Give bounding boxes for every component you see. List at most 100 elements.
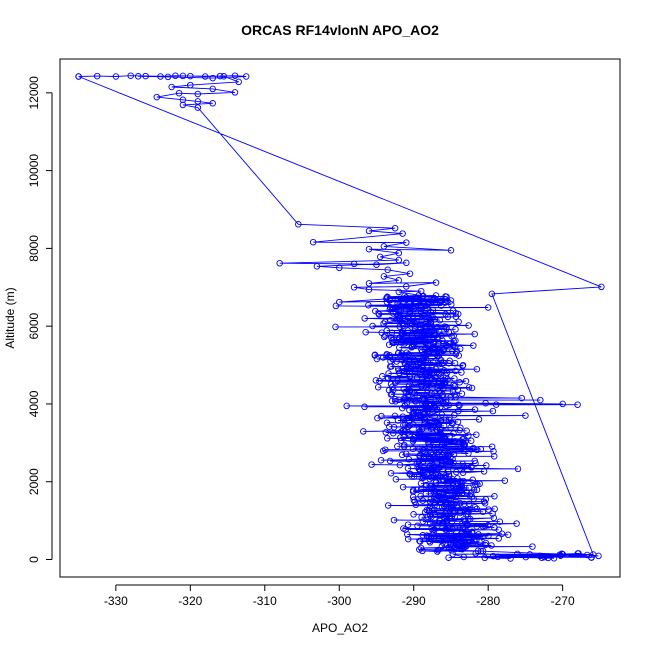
data-point <box>454 386 462 393</box>
data-point <box>455 401 462 409</box>
data-point <box>436 387 443 394</box>
data-point <box>443 369 451 377</box>
y-tick-label: 6000 <box>27 312 41 339</box>
series-line <box>78 75 602 559</box>
data-point <box>439 466 446 473</box>
data-point <box>456 489 463 496</box>
data-point <box>575 550 582 557</box>
data-point <box>470 495 477 503</box>
data-point <box>386 457 394 465</box>
data-point <box>415 361 422 368</box>
data-point <box>397 437 405 444</box>
data-point <box>373 261 380 268</box>
data-point <box>452 393 460 401</box>
data-point <box>428 295 435 303</box>
data-point <box>437 299 444 307</box>
data-point <box>434 323 441 331</box>
data-point <box>421 326 429 333</box>
data-point <box>424 301 432 308</box>
data-point <box>476 538 483 546</box>
chart-title: ORCAS RF14vlonN APO_AO2 <box>241 22 439 38</box>
data-point <box>453 490 460 497</box>
data-point <box>392 396 399 403</box>
data-point <box>429 527 436 534</box>
data-point <box>409 343 416 350</box>
data-point <box>423 470 431 478</box>
data-point <box>589 551 597 558</box>
data-point <box>431 377 439 385</box>
data-point <box>404 336 412 344</box>
data-point <box>559 400 566 408</box>
data-point <box>450 459 457 467</box>
data-point <box>391 412 399 420</box>
data-point <box>390 429 397 437</box>
data-point <box>179 72 187 80</box>
data-point <box>442 296 449 303</box>
data-point <box>381 318 389 326</box>
data-point <box>179 101 187 109</box>
data-point <box>472 550 479 557</box>
data-point <box>379 354 387 361</box>
data-point <box>451 375 458 382</box>
data-point <box>395 277 403 284</box>
data-point <box>412 365 419 373</box>
data-point <box>417 302 424 309</box>
data-point <box>522 412 529 419</box>
data-point <box>413 460 420 467</box>
data-point <box>482 541 489 549</box>
data-point <box>490 514 498 522</box>
data-point <box>220 73 228 80</box>
data-point <box>194 104 202 111</box>
data-point <box>447 438 454 446</box>
data-point <box>336 264 343 272</box>
data-point <box>439 398 447 406</box>
data-point <box>448 530 455 538</box>
data-point <box>427 495 435 503</box>
data-point <box>446 459 454 466</box>
data-point <box>481 522 489 530</box>
data-point <box>397 302 405 310</box>
data-point <box>495 526 503 534</box>
data-point <box>432 479 440 487</box>
data-point <box>350 260 358 268</box>
data-point <box>423 377 430 384</box>
data-point <box>429 306 437 314</box>
data-point <box>438 360 446 368</box>
data-point <box>369 322 376 330</box>
data-point <box>384 266 391 274</box>
data-point <box>482 399 489 407</box>
data-point <box>469 540 476 547</box>
data-point <box>365 245 373 253</box>
data-point <box>390 423 398 431</box>
data-point <box>398 428 405 435</box>
data-point <box>375 311 383 318</box>
data-point <box>459 460 466 468</box>
data-point <box>383 298 391 306</box>
data-point <box>413 330 421 338</box>
data-point <box>365 286 373 293</box>
data-point <box>439 391 447 399</box>
data-point <box>127 72 134 79</box>
data-point <box>418 514 425 521</box>
data-point <box>430 339 438 346</box>
data-point <box>473 505 481 513</box>
y-tick-label: 0 <box>27 556 41 563</box>
data-point <box>421 335 429 343</box>
data-point <box>412 398 419 405</box>
data-point <box>395 288 403 296</box>
data-point <box>216 72 224 80</box>
data-point <box>498 530 506 537</box>
data-point <box>462 377 470 385</box>
data-point <box>445 554 452 561</box>
data-point <box>440 503 448 510</box>
data-point <box>425 532 433 540</box>
data-point <box>460 442 468 450</box>
data-point <box>448 547 455 554</box>
x-tick-label: -310 <box>253 594 277 608</box>
data-point <box>443 325 450 332</box>
data-point <box>451 359 459 367</box>
data-point <box>460 553 468 561</box>
data-point <box>485 506 492 513</box>
data-point <box>403 259 410 267</box>
data-point <box>544 554 552 562</box>
